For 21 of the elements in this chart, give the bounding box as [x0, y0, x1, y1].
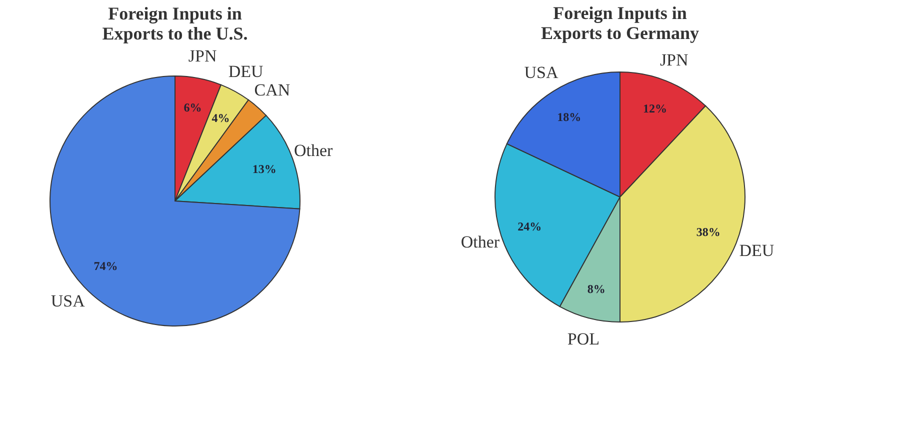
- slice-label: CAN: [254, 80, 290, 100]
- slice-label: Other: [294, 141, 333, 160]
- data-label: 38%: [696, 224, 720, 239]
- slice-label: Other: [460, 232, 500, 252]
- slice-label: JPN: [188, 46, 217, 66]
- slice-label: DEU: [739, 241, 774, 260]
- slice-label: POL: [567, 329, 600, 348]
- data-label: 74%: [94, 259, 118, 274]
- slice-label: JPN: [660, 50, 688, 70]
- chart-title: Foreign Inputs in Exports to the U.S.: [102, 4, 248, 44]
- data-label: 13%: [252, 162, 276, 176]
- data-label: 18%: [557, 110, 582, 124]
- data-label: 12%: [642, 102, 667, 116]
- data-label: 6%: [184, 100, 202, 115]
- data-label: 24%: [518, 219, 542, 234]
- slice-label: USA: [524, 62, 559, 82]
- chart-title: Foreign Inputs in Exports to Germany: [541, 3, 699, 43]
- slice-label: DEU: [228, 62, 264, 82]
- data-label: 4%: [212, 110, 230, 125]
- data-label: 8%: [587, 282, 606, 296]
- slice-label: USA: [50, 292, 86, 311]
